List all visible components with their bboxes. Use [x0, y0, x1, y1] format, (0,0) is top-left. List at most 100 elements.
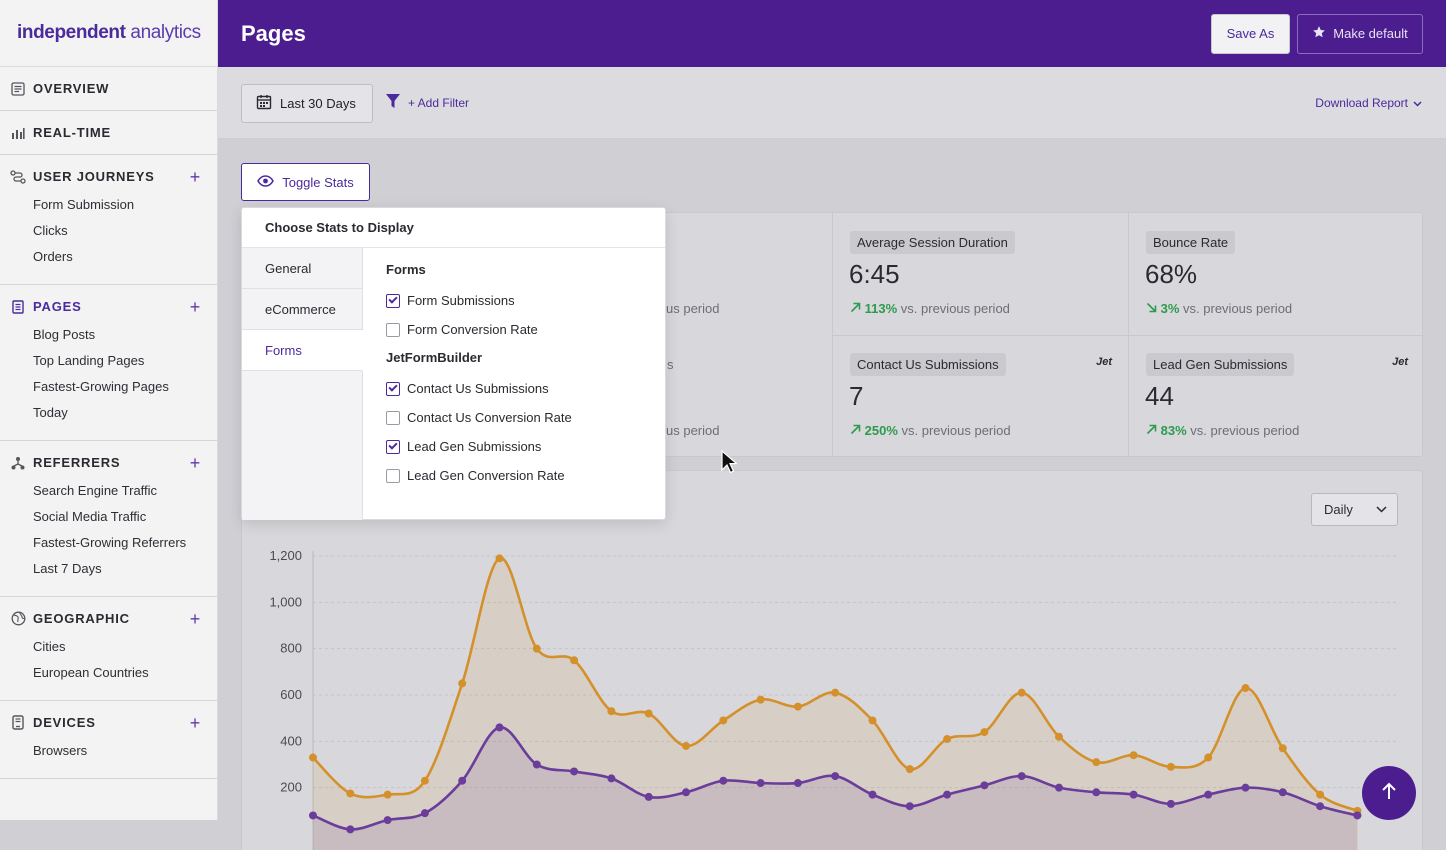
interval-select[interactable]: Daily	[1311, 493, 1398, 526]
data-point[interactable]	[793, 702, 802, 711]
download-report-button[interactable]: Download Report	[1315, 96, 1422, 110]
data-point[interactable]	[346, 789, 355, 798]
data-point[interactable]	[831, 772, 840, 781]
data-point[interactable]	[868, 790, 877, 799]
checkbox[interactable]	[386, 322, 400, 337]
sidebar-item[interactable]: Orders	[33, 249, 73, 264]
sidebar-item[interactable]: Today	[33, 405, 68, 420]
data-point[interactable]	[756, 695, 765, 704]
data-point[interactable]	[458, 679, 467, 688]
sidebar-heading[interactable]: GEOGRAPHIC +	[0, 597, 217, 640]
data-point[interactable]	[1241, 684, 1250, 693]
stat-option[interactable]: Contact Us Submissions	[386, 374, 572, 403]
data-point[interactable]	[719, 716, 728, 725]
data-point[interactable]	[1353, 811, 1362, 820]
data-point[interactable]	[607, 707, 616, 716]
checkbox[interactable]	[386, 468, 400, 483]
save-as-button[interactable]: Save As	[1211, 13, 1290, 54]
data-point[interactable]	[1055, 783, 1063, 792]
sidebar-item[interactable]: Clicks	[33, 223, 68, 238]
data-point[interactable]	[980, 728, 989, 737]
data-point[interactable]	[644, 792, 653, 801]
data-point[interactable]	[570, 767, 579, 776]
tab-forms[interactable]: Forms	[242, 330, 363, 371]
data-point[interactable]	[1204, 790, 1213, 799]
sidebar-item[interactable]: Search Engine Traffic	[33, 483, 158, 498]
sidebar-heading[interactable]: DEVICES +	[0, 701, 217, 744]
data-point[interactable]	[682, 788, 690, 797]
add-report-icon[interactable]: +	[189, 712, 201, 733]
scroll-to-top-button[interactable]	[1362, 766, 1416, 820]
data-point[interactable]	[793, 779, 802, 788]
date-range-button[interactable]: Last 30 Days	[241, 84, 373, 123]
data-point[interactable]	[1166, 799, 1175, 808]
data-point[interactable]	[383, 816, 392, 825]
add-report-icon[interactable]: +	[189, 296, 201, 317]
data-point[interactable]	[644, 709, 653, 718]
data-point[interactable]	[532, 644, 541, 653]
stat-option[interactable]: Lead Gen Conversion Rate	[386, 461, 572, 490]
data-point[interactable]	[1316, 802, 1325, 811]
data-point[interactable]	[1017, 688, 1026, 697]
data-point[interactable]	[420, 776, 429, 785]
data-point[interactable]	[719, 776, 728, 785]
sidebar-heading[interactable]: OVERVIEW	[0, 67, 217, 110]
sidebar-item[interactable]: Social Media Traffic	[33, 509, 147, 524]
data-point[interactable]	[682, 741, 690, 750]
logo[interactable]: independent analytics	[0, 0, 217, 67]
sidebar-item[interactable]: Form Submission	[33, 197, 135, 212]
data-point[interactable]	[1166, 762, 1175, 771]
data-point[interactable]	[420, 809, 429, 818]
sidebar-item[interactable]: Cities	[33, 639, 66, 654]
data-point[interactable]	[383, 790, 392, 799]
data-point[interactable]	[905, 802, 914, 811]
data-point[interactable]	[1129, 790, 1138, 799]
sidebar-heading[interactable]: REFERRERS +	[0, 441, 217, 484]
checkbox[interactable]	[386, 410, 400, 425]
data-point[interactable]	[1055, 732, 1063, 741]
stat-option[interactable]: Form Conversion Rate	[386, 315, 572, 344]
add-report-icon[interactable]: +	[189, 166, 201, 187]
sidebar-item[interactable]: Browsers	[33, 743, 88, 758]
data-point[interactable]	[532, 760, 541, 769]
data-point[interactable]	[1092, 788, 1101, 797]
tab-general[interactable]: General	[242, 248, 362, 289]
data-point[interactable]	[1204, 753, 1213, 762]
checkbox[interactable]	[386, 293, 400, 308]
sidebar-heading[interactable]: PAGES +	[0, 285, 217, 328]
data-point[interactable]	[980, 781, 989, 790]
data-point[interactable]	[607, 774, 616, 783]
sidebar-item[interactable]: European Countries	[33, 665, 149, 680]
data-point[interactable]	[868, 716, 877, 725]
stat-option[interactable]: Form Submissions	[386, 286, 572, 315]
sidebar-item[interactable]: Fastest-Growing Referrers	[33, 535, 187, 550]
toggle-stats-button[interactable]: Toggle Stats	[241, 163, 370, 201]
data-point[interactable]	[1278, 744, 1287, 753]
sidebar-item[interactable]: Blog Posts	[33, 327, 96, 342]
tab-ecommerce[interactable]: eCommerce	[242, 289, 362, 330]
data-point[interactable]	[458, 776, 467, 785]
sidebar-item[interactable]: Fastest-Growing Pages	[33, 379, 169, 394]
stat-option[interactable]: Lead Gen Submissions	[386, 432, 572, 461]
sidebar-heading[interactable]: REAL-TIME	[0, 111, 217, 154]
data-point[interactable]	[831, 688, 840, 697]
add-report-icon[interactable]: +	[189, 608, 201, 629]
data-point[interactable]	[309, 753, 317, 762]
data-point[interactable]	[943, 790, 952, 799]
data-point[interactable]	[1129, 751, 1138, 760]
data-point[interactable]	[943, 735, 952, 744]
data-point[interactable]	[1241, 783, 1250, 792]
data-point[interactable]	[756, 779, 765, 788]
add-report-icon[interactable]: +	[189, 452, 201, 473]
make-default-button[interactable]: Make default	[1297, 13, 1423, 54]
sidebar-item[interactable]: Top Landing Pages	[33, 353, 145, 368]
data-point[interactable]	[309, 811, 317, 820]
checkbox[interactable]	[386, 439, 400, 454]
data-point[interactable]	[1278, 788, 1287, 797]
checkbox[interactable]	[386, 381, 400, 396]
sidebar-item[interactable]: Last 7 Days	[33, 561, 102, 576]
data-point[interactable]	[1017, 772, 1026, 781]
data-point[interactable]	[905, 765, 914, 774]
data-point[interactable]	[346, 825, 355, 834]
data-point[interactable]	[495, 554, 504, 563]
